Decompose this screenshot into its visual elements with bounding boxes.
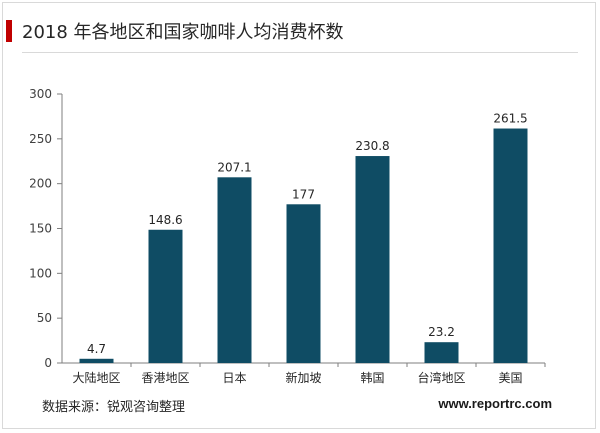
x-category-label: 韩国 (360, 370, 384, 385)
bar-value-label: 4.7 (87, 342, 106, 356)
bar (286, 204, 321, 363)
bar-value-label: 23.2 (428, 325, 455, 339)
y-tick-label: 0 (44, 356, 52, 370)
bar (493, 128, 528, 363)
chart-frame (2, 2, 596, 429)
data-source-note: 数据来源：锐观咨询整理 (42, 400, 186, 415)
x-category-label: 香港地区 (141, 371, 189, 385)
y-tick-label: 150 (29, 222, 52, 236)
bar-value-label: 177 (292, 187, 315, 201)
x-category-label: 新加坡 (285, 370, 321, 385)
bar-value-label: 207.1 (217, 160, 251, 174)
chart-title: 2018 年各地区和国家咖啡人均消费杯数 (22, 22, 344, 43)
x-category-label: 台湾地区 (417, 370, 465, 385)
y-tick-label: 200 (29, 177, 52, 191)
x-category-label: 大陆地区 (72, 370, 120, 385)
y-tick-label: 100 (29, 266, 52, 280)
bar (355, 156, 390, 363)
bar-value-label: 148.6 (148, 213, 182, 227)
y-tick-label: 250 (29, 132, 52, 146)
x-category-label: 美国 (498, 371, 522, 385)
website-watermark: www.reportrc.com (438, 396, 552, 411)
x-category-label: 日本 (222, 371, 246, 385)
bar (424, 342, 459, 363)
title-accent-bar (6, 20, 12, 42)
bar (79, 358, 114, 363)
y-tick-label: 50 (37, 311, 52, 325)
bar-value-label: 261.5 (493, 112, 527, 126)
bar (148, 229, 183, 363)
bar (217, 177, 252, 363)
y-tick-label: 300 (29, 87, 52, 101)
bar-value-label: 230.8 (355, 139, 389, 153)
title-divider (22, 52, 578, 53)
